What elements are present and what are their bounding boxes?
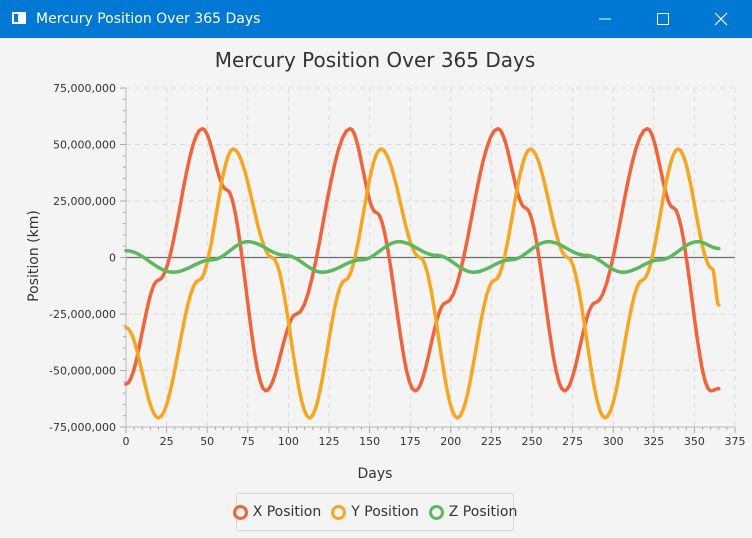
maximize-button[interactable] [634,0,692,38]
x-tick-label: 150 [359,435,380,448]
x-tick-label: 325 [643,435,664,448]
y-position-line [124,147,721,420]
legend-item-z-position[interactable]: Z Position [428,504,518,520]
x-tick-label: 225 [481,435,502,448]
axes: 0 25 50 75 100 125 150 175 200 225 250 275 300 325 350… [49,82,745,448]
y-tick-label: -50,000,000 [49,365,116,378]
x-tick-label: 350 [684,435,705,448]
x-tick-label: 125 [319,435,340,448]
x-tick-label: 300 [603,435,624,448]
close-icon [714,12,728,26]
app-icon [12,12,26,24]
minimize-button[interactable] [576,0,634,38]
minimize-icon [599,18,611,20]
line-chart: Mercury Position Over 365 Days 0 25 50 75 10… [26,48,746,482]
title-bar[interactable]: Mercury Position Over 365 Days [0,0,752,38]
x-tick-label: 175 [400,435,421,448]
x-tick-label: 25 [160,435,174,448]
legend-marker-icon [428,504,444,520]
window-title: Mercury Position Over 365 Days [36,11,261,27]
series-lines [124,126,721,420]
y-tick-label: 0 [109,252,116,265]
y-tick-label: 25,000,000 [53,195,116,208]
chart-legend: X Position Y Position Z Position [232,493,517,531]
y-tick-label: 50,000,000 [53,139,116,152]
x-tick-label: 375 [725,435,746,448]
y-tick-label: -25,000,000 [49,308,116,321]
close-button[interactable] [692,0,750,38]
z-position-line [124,239,721,274]
legend-marker-icon [232,504,248,520]
legend-item-y-position[interactable]: Y Position [331,504,419,520]
x-tick-label: 0 [123,435,130,448]
legend-item-x-position[interactable]: X Position [232,504,322,520]
x-axis-label: Days [358,466,393,482]
x-tick-label: 200 [440,435,461,448]
y-tick-label: 75,000,000 [53,82,116,95]
y-tick-label: -75,000,000 [49,421,116,434]
x-tick-label: 275 [562,435,583,448]
legend-marker-icon [331,504,347,520]
maximize-icon [657,13,669,25]
legend-label: Z Position [448,504,518,520]
x-tick-label: 100 [278,435,299,448]
legend-label: Y Position [351,504,419,520]
x-tick-label: 75 [241,435,255,448]
legend-label: X Position [252,504,322,520]
y-axis-label: Position (km) [26,210,42,302]
chart-title: Mercury Position Over 365 Days [215,48,536,72]
x-tick-label: 250 [522,435,543,448]
x-tick-label: 50 [200,435,214,448]
